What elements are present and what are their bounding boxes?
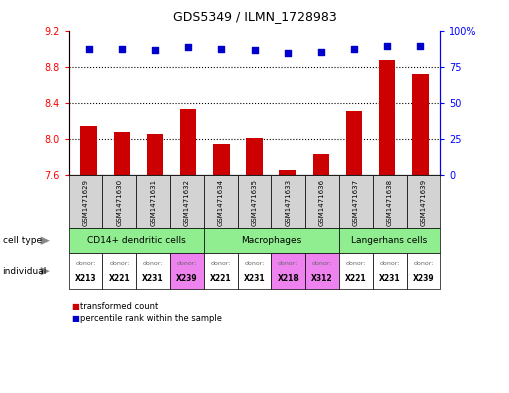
Bar — [346, 111, 362, 175]
Text: ■: ■ — [71, 302, 79, 311]
Text: donor:: donor: — [346, 261, 366, 266]
Bar — [379, 60, 395, 175]
Text: donor:: donor: — [177, 261, 197, 266]
Text: donor:: donor: — [379, 261, 400, 266]
Point — [184, 44, 192, 50]
Text: cell type: cell type — [3, 236, 42, 245]
Text: donor:: donor: — [75, 261, 96, 266]
Text: X221: X221 — [210, 274, 232, 283]
Text: Langerhans cells: Langerhans cells — [352, 236, 428, 245]
Text: donor:: donor: — [312, 261, 332, 266]
Bar — [80, 127, 97, 175]
Bar — [213, 143, 230, 175]
Text: donor:: donor: — [211, 261, 231, 266]
Text: X239: X239 — [176, 274, 198, 283]
Point — [416, 42, 425, 49]
Text: Macrophages: Macrophages — [241, 236, 301, 245]
Text: GSM1471631: GSM1471631 — [150, 179, 156, 226]
Text: CD14+ dendritic cells: CD14+ dendritic cells — [87, 236, 186, 245]
Bar — [180, 109, 196, 175]
Bar — [412, 73, 429, 175]
Point — [151, 47, 159, 53]
Text: X213: X213 — [75, 274, 96, 283]
Bar — [313, 154, 329, 175]
Text: X231: X231 — [143, 274, 164, 283]
Bar — [114, 132, 130, 175]
Text: donor:: donor: — [278, 261, 298, 266]
Point — [250, 47, 259, 53]
Point — [84, 46, 93, 52]
Text: X312: X312 — [311, 274, 333, 283]
Text: percentile rank within the sample: percentile rank within the sample — [80, 314, 222, 323]
Text: individual: individual — [3, 267, 47, 275]
Bar — [279, 171, 296, 175]
Point — [217, 46, 225, 52]
Text: X231: X231 — [244, 274, 265, 283]
Text: GDS5349 / ILMN_1728983: GDS5349 / ILMN_1728983 — [173, 10, 336, 23]
Text: GSM1471632: GSM1471632 — [184, 179, 190, 226]
Bar — [246, 138, 263, 175]
Point — [317, 48, 325, 55]
Text: donor:: donor: — [413, 261, 434, 266]
Text: X221: X221 — [108, 274, 130, 283]
Text: X231: X231 — [379, 274, 401, 283]
Text: donor:: donor: — [109, 261, 130, 266]
Text: GSM1471630: GSM1471630 — [117, 179, 122, 226]
Text: donor:: donor: — [143, 261, 163, 266]
Text: GSM1471638: GSM1471638 — [387, 179, 392, 226]
Text: X239: X239 — [413, 274, 434, 283]
Text: X221: X221 — [345, 274, 366, 283]
Text: donor:: donor: — [244, 261, 265, 266]
Point — [284, 50, 292, 56]
Text: GSM1471634: GSM1471634 — [218, 179, 224, 226]
Point — [383, 42, 391, 49]
Text: GSM1471637: GSM1471637 — [353, 179, 359, 226]
Text: ■: ■ — [71, 314, 79, 323]
Text: GSM1471635: GSM1471635 — [251, 179, 258, 226]
Bar — [147, 134, 163, 175]
Point — [118, 46, 126, 52]
Text: GSM1471636: GSM1471636 — [319, 179, 325, 226]
Point — [350, 46, 358, 52]
Text: X218: X218 — [277, 274, 299, 283]
Text: GSM1471629: GSM1471629 — [82, 179, 89, 226]
Text: GSM1471639: GSM1471639 — [420, 179, 427, 226]
Text: GSM1471633: GSM1471633 — [285, 179, 291, 226]
Text: transformed count: transformed count — [80, 302, 159, 311]
